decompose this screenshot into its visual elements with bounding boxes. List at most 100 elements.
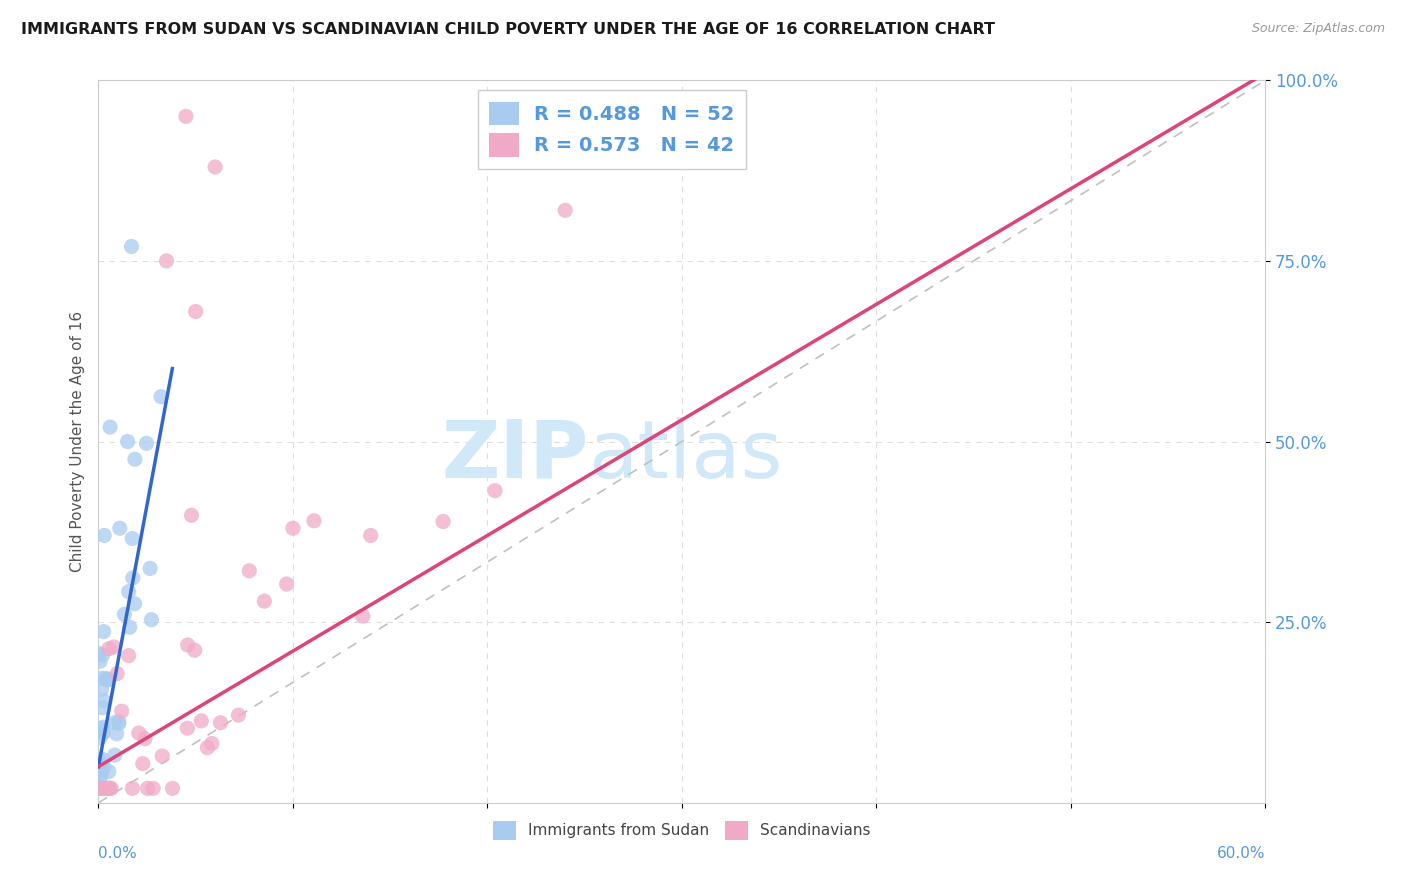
Point bbox=[195, 740, 218, 755]
Point bbox=[201, 737, 224, 751]
Point bbox=[281, 521, 304, 535]
Point bbox=[97, 764, 120, 779]
Point bbox=[141, 613, 163, 627]
Point bbox=[124, 452, 146, 467]
Point bbox=[100, 781, 122, 796]
Text: ZIP: ZIP bbox=[441, 417, 589, 495]
Point bbox=[117, 434, 139, 449]
Legend: Immigrants from Sudan, Scandinavians: Immigrants from Sudan, Scandinavians bbox=[488, 815, 876, 846]
Point bbox=[360, 528, 382, 542]
Point bbox=[89, 654, 111, 668]
Point bbox=[155, 253, 177, 268]
Point bbox=[204, 160, 226, 174]
Point bbox=[253, 594, 276, 608]
Point bbox=[93, 693, 115, 707]
Point bbox=[107, 714, 129, 729]
Point bbox=[89, 781, 111, 796]
Point bbox=[118, 648, 141, 663]
Point bbox=[90, 781, 112, 796]
Point bbox=[190, 714, 212, 728]
Point bbox=[121, 571, 143, 585]
Point bbox=[228, 708, 250, 723]
Point bbox=[103, 640, 125, 654]
Text: atlas: atlas bbox=[589, 417, 783, 495]
Point bbox=[90, 722, 112, 736]
Point bbox=[91, 752, 114, 766]
Point bbox=[87, 753, 110, 767]
Point bbox=[90, 770, 112, 784]
Point bbox=[554, 203, 576, 218]
Point bbox=[150, 749, 173, 764]
Point bbox=[91, 726, 114, 740]
Text: IMMIGRANTS FROM SUDAN VS SCANDINAVIAN CHILD POVERTY UNDER THE AGE OF 16 CORRELAT: IMMIGRANTS FROM SUDAN VS SCANDINAVIAN CH… bbox=[21, 22, 995, 37]
Point bbox=[238, 564, 260, 578]
Point bbox=[91, 701, 114, 715]
Point bbox=[91, 781, 114, 796]
Point bbox=[98, 781, 121, 796]
Point bbox=[96, 781, 118, 796]
Point bbox=[139, 561, 162, 575]
Point bbox=[276, 577, 298, 591]
Point bbox=[97, 641, 120, 656]
Point bbox=[484, 483, 506, 498]
Point bbox=[96, 671, 118, 685]
Point bbox=[162, 781, 184, 796]
Point bbox=[111, 704, 134, 718]
Point bbox=[90, 764, 112, 779]
Point bbox=[128, 726, 150, 740]
Text: 0.0%: 0.0% bbox=[98, 847, 138, 861]
Point bbox=[150, 390, 173, 404]
Point bbox=[87, 763, 110, 777]
Point bbox=[180, 508, 202, 523]
Text: Source: ZipAtlas.com: Source: ZipAtlas.com bbox=[1251, 22, 1385, 36]
Point bbox=[118, 584, 141, 599]
Point bbox=[134, 731, 156, 746]
Point bbox=[91, 648, 114, 662]
Point bbox=[93, 528, 115, 542]
Point bbox=[112, 607, 135, 622]
Point bbox=[90, 682, 112, 697]
Point bbox=[90, 768, 112, 782]
Point bbox=[94, 781, 117, 796]
Point bbox=[209, 715, 232, 730]
Point bbox=[176, 638, 198, 652]
Y-axis label: Child Poverty Under the Age of 16: Child Poverty Under the Age of 16 bbox=[69, 311, 84, 572]
Point bbox=[98, 781, 121, 796]
Point bbox=[87, 647, 110, 661]
Point bbox=[105, 727, 128, 741]
Point bbox=[89, 781, 111, 796]
Point bbox=[91, 724, 114, 739]
Point bbox=[93, 781, 115, 796]
Point bbox=[176, 721, 198, 735]
Point bbox=[98, 781, 121, 796]
Point bbox=[121, 532, 143, 546]
Point bbox=[432, 515, 454, 529]
Point bbox=[91, 720, 114, 734]
Point bbox=[135, 436, 157, 450]
Point bbox=[174, 109, 197, 123]
Point bbox=[136, 781, 159, 796]
Point bbox=[90, 671, 112, 685]
Point bbox=[121, 781, 143, 796]
Point bbox=[352, 609, 374, 624]
Point bbox=[124, 597, 146, 611]
Point bbox=[183, 643, 205, 657]
Text: 60.0%: 60.0% bbox=[1218, 847, 1265, 861]
Point bbox=[142, 781, 165, 796]
Point bbox=[87, 760, 110, 774]
Point bbox=[108, 716, 131, 731]
Point bbox=[96, 673, 118, 687]
Point bbox=[104, 715, 127, 730]
Point bbox=[108, 521, 131, 535]
Point bbox=[121, 239, 143, 253]
Point bbox=[93, 624, 115, 639]
Point bbox=[118, 620, 141, 634]
Point bbox=[89, 781, 111, 796]
Point bbox=[97, 673, 120, 687]
Point bbox=[89, 731, 111, 745]
Point bbox=[105, 666, 128, 681]
Point bbox=[93, 760, 115, 774]
Point bbox=[132, 756, 155, 771]
Point bbox=[184, 304, 207, 318]
Point bbox=[302, 514, 325, 528]
